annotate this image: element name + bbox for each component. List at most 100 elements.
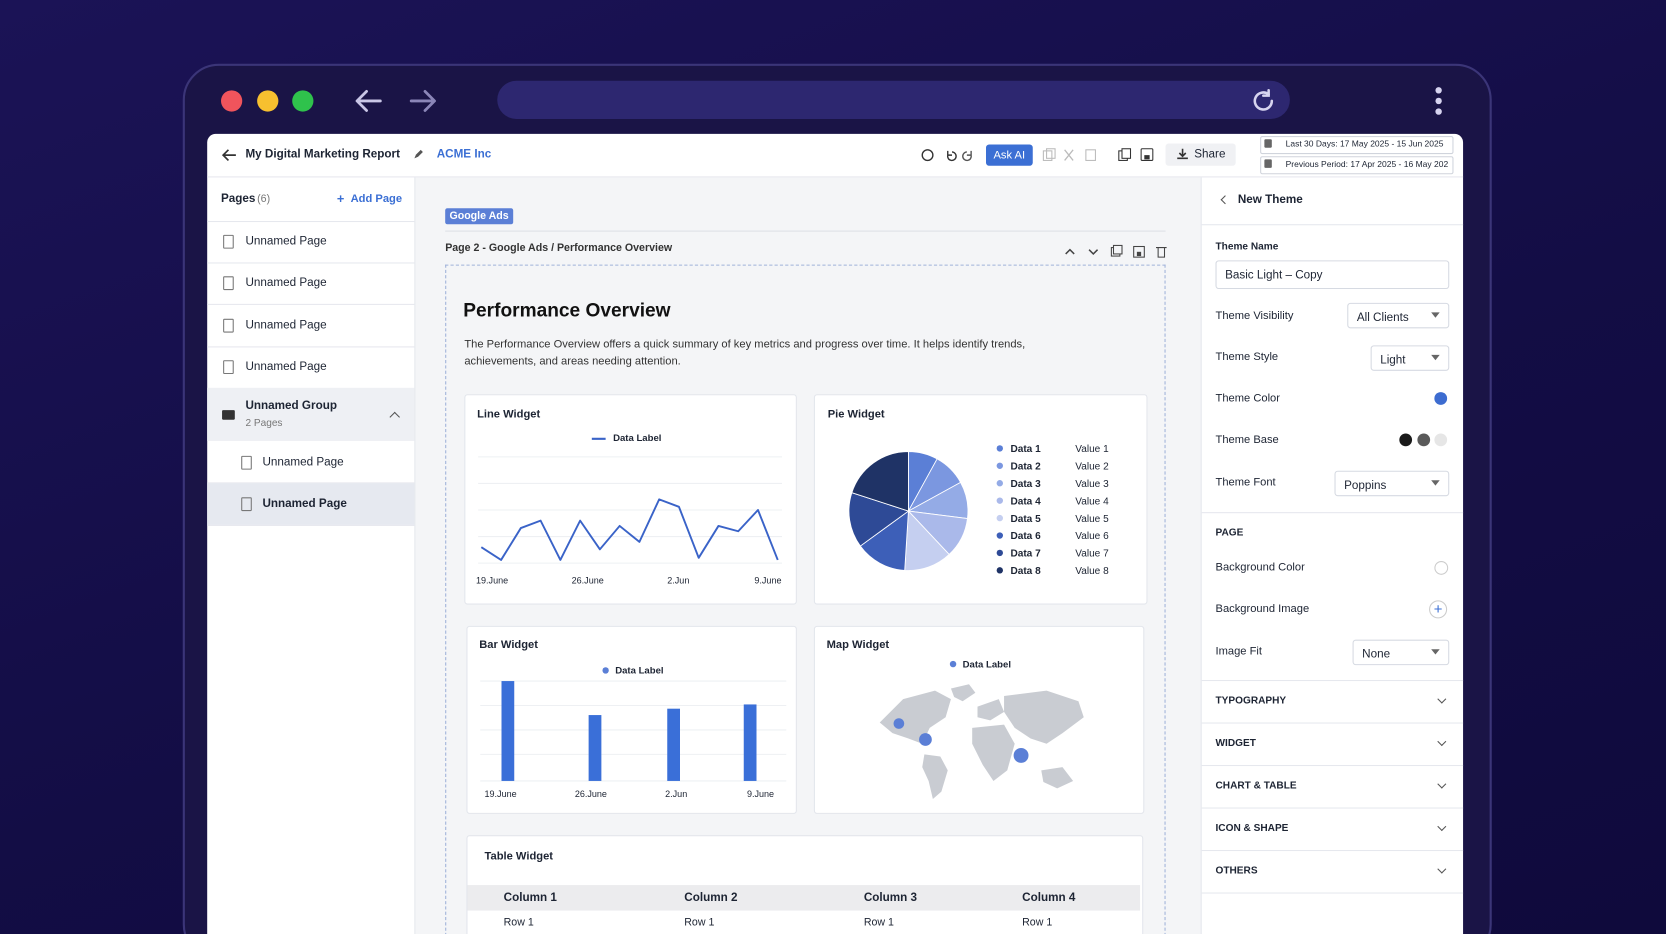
minimize-button[interactable] xyxy=(257,90,279,112)
page-item[interactable]: Unnamed Page xyxy=(245,318,327,332)
legend-swatch xyxy=(996,567,1003,574)
folder-icon xyxy=(222,410,235,420)
edit-title[interactable] xyxy=(413,149,424,160)
legend-swatch xyxy=(996,480,1003,487)
maximize-button[interactable] xyxy=(292,90,314,112)
page-icon xyxy=(223,318,234,333)
section-title[interactable]: TYPOGRAPHY xyxy=(1215,694,1287,707)
color-swatch[interactable] xyxy=(1434,561,1449,575)
section-title[interactable]: WIDGET xyxy=(1215,737,1256,750)
pages-count: (6) xyxy=(257,193,271,206)
legend-swatch xyxy=(996,514,1003,522)
calendar-icon xyxy=(1264,139,1272,148)
field-label: Theme Style xyxy=(1215,350,1279,364)
edit-icons[interactable] xyxy=(1041,147,1156,164)
divider xyxy=(1201,765,1464,767)
page-actions[interactable] xyxy=(1063,243,1169,260)
base-swatch[interactable] xyxy=(1434,433,1448,447)
table-cell: Row 1 xyxy=(1022,916,1053,929)
theme-name-input[interactable]: Basic Light – Copy xyxy=(1215,260,1450,289)
legend-swatch xyxy=(949,660,957,668)
column-header: Column 3 xyxy=(863,891,918,905)
add-page[interactable]: Add Page xyxy=(350,192,403,206)
table-header xyxy=(467,885,1141,911)
page-icon xyxy=(241,497,252,512)
url-bar[interactable] xyxy=(497,80,1290,119)
divider xyxy=(207,262,415,264)
legend-label: Data 6 xyxy=(1010,531,1041,542)
divider xyxy=(207,303,415,305)
widget-title: Map Widget xyxy=(826,638,890,652)
date-range-box[interactable] xyxy=(1260,136,1454,155)
legend-swatch xyxy=(591,437,606,440)
legend-swatch xyxy=(996,549,1003,557)
legend-swatch xyxy=(996,532,1003,539)
ask-ai-button[interactable] xyxy=(986,144,1033,166)
legend-swatch xyxy=(996,462,1003,469)
field-label: Background Color xyxy=(1215,561,1305,574)
section-title[interactable]: OTHERS xyxy=(1215,864,1258,877)
reload-button[interactable] xyxy=(1250,87,1278,115)
visibility-select[interactable]: All Clients xyxy=(1347,302,1450,329)
page-item[interactable]: Unnamed Page xyxy=(245,234,327,248)
legend-label: Data 4 xyxy=(1010,496,1041,507)
page-item[interactable]: Unnamed Page xyxy=(245,360,327,373)
group-row[interactable] xyxy=(207,387,415,441)
date-range[interactable]: Last 30 Days: 17 May 2025 - 15 Jun 2025 xyxy=(1285,139,1444,149)
close-button[interactable] xyxy=(221,90,243,112)
divider xyxy=(1201,892,1464,894)
legend-label: Data 2 xyxy=(1010,462,1041,473)
page-item[interactable]: Unnamed Page xyxy=(245,276,327,289)
base-swatch[interactable] xyxy=(1399,433,1413,447)
style-select[interactable]: Light xyxy=(1370,345,1450,371)
divider xyxy=(207,524,415,526)
calendar-icon xyxy=(1264,159,1272,168)
menu-button[interactable] xyxy=(1435,87,1442,94)
toolbar-icons[interactable] xyxy=(920,147,980,164)
field-label: Theme Font xyxy=(1215,476,1276,489)
back-button[interactable] xyxy=(221,148,238,163)
table-widget[interactable] xyxy=(466,835,1144,934)
section-title[interactable]: ICON & SHAPE xyxy=(1215,822,1289,835)
ask-ai-label[interactable]: Ask AI xyxy=(993,148,1026,162)
page-item[interactable]: Unnamed Page xyxy=(262,497,347,510)
legend-value: Value 6 xyxy=(1075,531,1109,542)
legend-value: Value 4 xyxy=(1075,496,1109,507)
x-label: 19.June xyxy=(476,574,509,586)
share-label[interactable]: Share xyxy=(1194,147,1226,161)
field-label: Theme Base xyxy=(1215,433,1279,447)
widget-title: Pie Widget xyxy=(827,408,885,421)
previous-period[interactable]: Previous Period: 17 Apr 2025 - 16 May 20… xyxy=(1285,159,1449,169)
pie-slice xyxy=(851,451,909,512)
section-title: PAGE xyxy=(1215,527,1244,539)
previous-period-box[interactable] xyxy=(1260,156,1454,175)
group-name[interactable]: Unnamed Group xyxy=(245,399,337,413)
bar-widget[interactable] xyxy=(466,625,797,814)
legend-value: Value 5 xyxy=(1075,514,1109,525)
bar xyxy=(501,681,515,781)
base-swatch[interactable] xyxy=(1417,433,1431,447)
pie-slice xyxy=(848,492,910,547)
nav-arrows[interactable] xyxy=(351,85,447,117)
pie-slice xyxy=(859,510,909,571)
font-select[interactable]: Poppins xyxy=(1334,470,1450,497)
fit-select[interactable]: None xyxy=(1352,639,1450,666)
client-name[interactable]: ACME Inc xyxy=(436,147,492,161)
breadcrumb: Page 2 - Google Ads / Performance Overvi… xyxy=(445,242,673,254)
color-swatch[interactable] xyxy=(1434,392,1448,405)
legend-value: Value 7 xyxy=(1075,549,1109,560)
line-widget[interactable] xyxy=(464,394,797,605)
x-label: 19.June xyxy=(484,788,517,799)
add-image[interactable]: + xyxy=(1429,600,1448,619)
section-title[interactable]: CHART & TABLE xyxy=(1215,779,1297,792)
page-item[interactable]: Unnamed Page xyxy=(262,455,344,469)
line-series xyxy=(480,498,779,561)
panel-border xyxy=(1200,177,1202,934)
map-widget[interactable] xyxy=(813,625,1145,814)
legend-swatch xyxy=(996,497,1003,504)
add-page-icon[interactable]: + xyxy=(336,191,345,207)
divider xyxy=(207,346,415,348)
